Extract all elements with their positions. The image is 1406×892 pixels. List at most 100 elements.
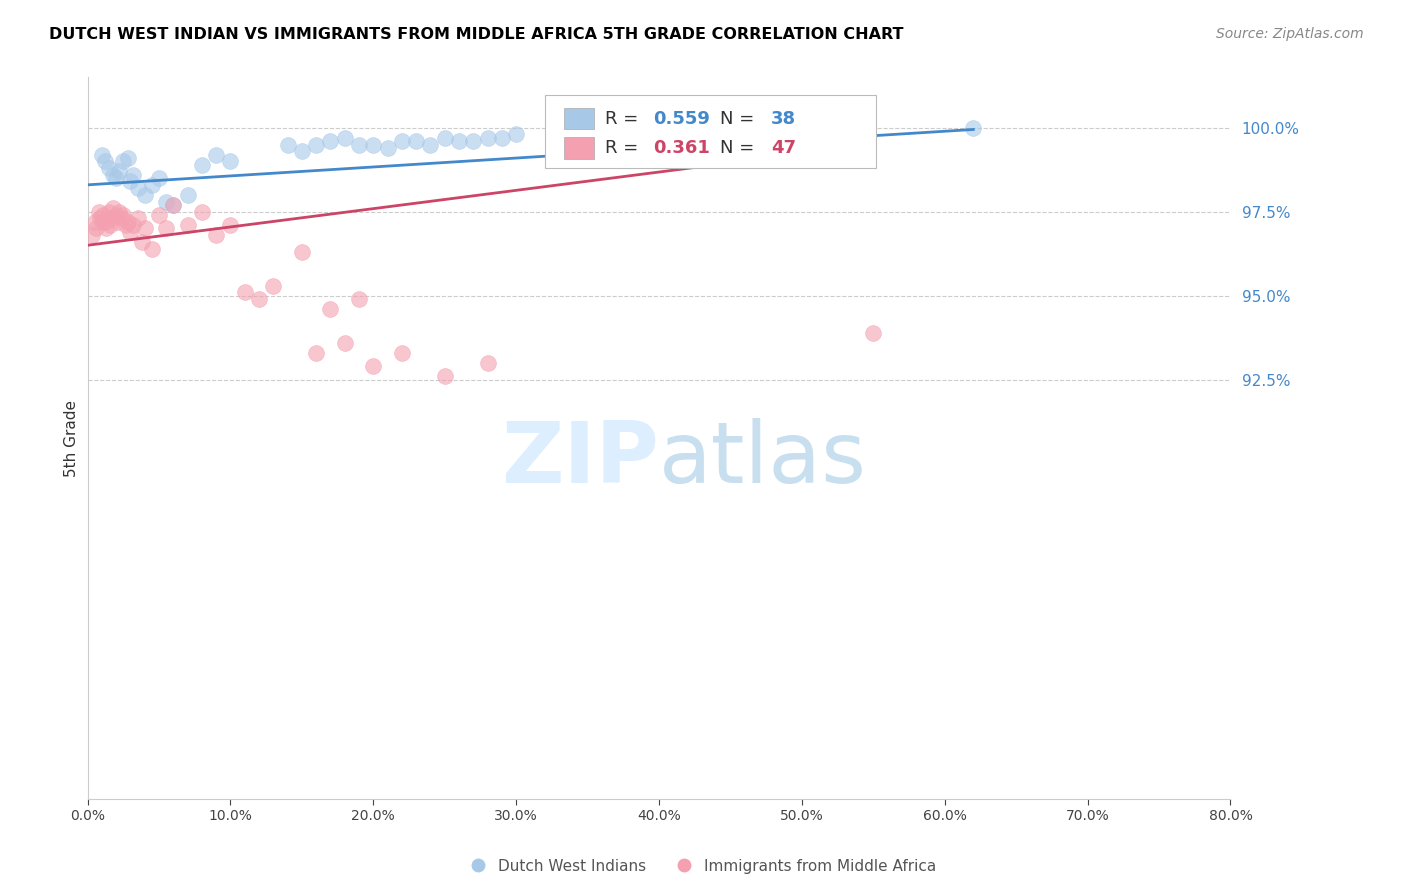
Point bbox=[94, 221, 117, 235]
Text: N =: N = bbox=[720, 110, 759, 128]
Point bbox=[305, 345, 328, 359]
Text: R =: R = bbox=[606, 110, 644, 128]
Point bbox=[117, 151, 139, 165]
Point bbox=[83, 215, 105, 229]
Point bbox=[447, 134, 470, 148]
Point bbox=[112, 154, 135, 169]
Point bbox=[576, 151, 599, 165]
Point bbox=[101, 211, 124, 226]
Text: 38: 38 bbox=[770, 110, 796, 128]
Point bbox=[491, 131, 513, 145]
Point bbox=[361, 359, 384, 373]
Point bbox=[862, 326, 884, 340]
Text: atlas: atlas bbox=[659, 418, 868, 501]
Point bbox=[115, 218, 138, 232]
Point bbox=[433, 369, 456, 384]
Point bbox=[377, 141, 399, 155]
Text: 0.361: 0.361 bbox=[654, 139, 710, 157]
Point bbox=[277, 137, 299, 152]
Point bbox=[148, 171, 170, 186]
Point bbox=[155, 221, 177, 235]
Point bbox=[91, 208, 114, 222]
Point bbox=[162, 198, 184, 212]
Point bbox=[347, 292, 370, 306]
Point bbox=[319, 301, 342, 316]
Point bbox=[262, 278, 284, 293]
Point bbox=[391, 345, 413, 359]
Point bbox=[108, 164, 131, 178]
Point bbox=[333, 131, 356, 145]
Point bbox=[127, 211, 149, 226]
Point bbox=[433, 131, 456, 145]
Point bbox=[120, 225, 142, 239]
Point bbox=[219, 218, 242, 232]
Point bbox=[305, 137, 328, 152]
Point bbox=[148, 208, 170, 222]
Point bbox=[477, 356, 499, 370]
Point bbox=[962, 120, 984, 135]
Text: DUTCH WEST INDIAN VS IMMIGRANTS FROM MIDDLE AFRICA 5TH GRADE CORRELATION CHART: DUTCH WEST INDIAN VS IMMIGRANTS FROM MID… bbox=[49, 27, 904, 42]
Point bbox=[111, 211, 134, 226]
Point bbox=[247, 292, 270, 306]
Point bbox=[463, 134, 485, 148]
Bar bbox=[564, 137, 593, 159]
Point bbox=[134, 221, 156, 235]
Point bbox=[347, 137, 370, 152]
Point bbox=[391, 134, 413, 148]
Point bbox=[333, 335, 356, 350]
Point bbox=[84, 221, 107, 235]
Y-axis label: 5th Grade: 5th Grade bbox=[65, 400, 79, 476]
FancyBboxPatch shape bbox=[544, 95, 876, 168]
Point bbox=[162, 198, 184, 212]
Point bbox=[319, 134, 342, 148]
Point bbox=[108, 204, 131, 219]
Point bbox=[93, 154, 115, 169]
Point bbox=[141, 178, 163, 192]
Point bbox=[120, 174, 142, 188]
Point bbox=[98, 204, 121, 219]
Legend: Dutch West Indians, Immigrants from Middle Africa: Dutch West Indians, Immigrants from Midd… bbox=[464, 853, 942, 880]
Point bbox=[205, 147, 228, 161]
Text: ZIP: ZIP bbox=[502, 418, 659, 501]
Point bbox=[127, 181, 149, 195]
Point bbox=[505, 128, 527, 142]
Point bbox=[291, 145, 314, 159]
Point bbox=[291, 244, 314, 259]
Point bbox=[107, 215, 129, 229]
Point bbox=[477, 131, 499, 145]
Point bbox=[131, 235, 153, 249]
Text: R =: R = bbox=[606, 139, 644, 157]
Point bbox=[87, 204, 110, 219]
Point bbox=[122, 168, 145, 182]
Text: 0.559: 0.559 bbox=[654, 110, 710, 128]
Point bbox=[105, 171, 128, 186]
Point bbox=[105, 208, 128, 222]
Point bbox=[191, 158, 214, 172]
Point bbox=[103, 168, 125, 182]
Text: N =: N = bbox=[720, 139, 759, 157]
Point bbox=[100, 218, 122, 232]
Point bbox=[90, 147, 112, 161]
Text: 47: 47 bbox=[770, 139, 796, 157]
Text: Source: ZipAtlas.com: Source: ZipAtlas.com bbox=[1216, 27, 1364, 41]
Point bbox=[98, 161, 121, 175]
Point bbox=[361, 137, 384, 152]
Point bbox=[112, 208, 135, 222]
Point bbox=[176, 218, 198, 232]
Point bbox=[141, 242, 163, 256]
Point bbox=[419, 137, 441, 152]
Point bbox=[90, 215, 112, 229]
Point bbox=[155, 194, 177, 209]
Point bbox=[103, 202, 125, 216]
Point bbox=[219, 154, 242, 169]
Point bbox=[405, 134, 427, 148]
Point bbox=[89, 211, 111, 226]
Point bbox=[122, 218, 145, 232]
Point bbox=[205, 228, 228, 243]
Point bbox=[93, 215, 115, 229]
Point bbox=[233, 285, 256, 300]
Point bbox=[134, 188, 156, 202]
Point bbox=[80, 228, 103, 243]
Point bbox=[191, 204, 214, 219]
Bar bbox=[564, 108, 593, 129]
